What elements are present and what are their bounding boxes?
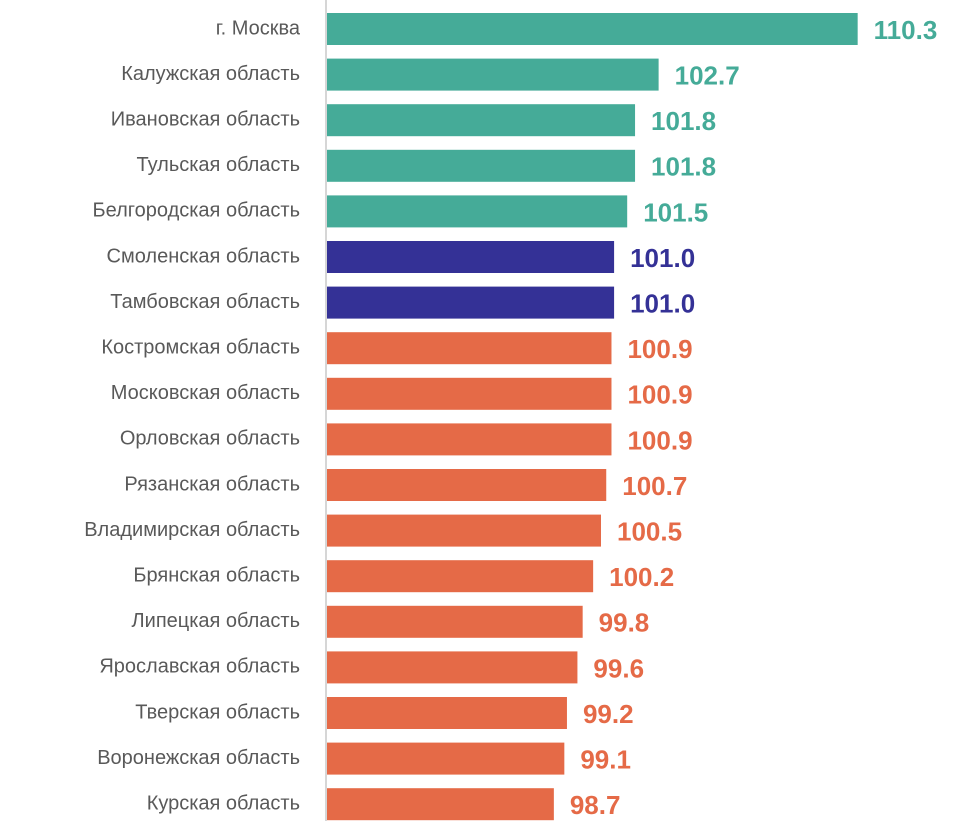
bar xyxy=(327,377,612,410)
value-label: 101.0 xyxy=(630,243,695,273)
value-label: 101.8 xyxy=(651,106,716,136)
value-label: 100.5 xyxy=(617,516,682,546)
bar xyxy=(327,104,636,137)
bar xyxy=(327,58,659,91)
bar xyxy=(327,13,858,45)
value-label: 101.0 xyxy=(630,288,695,318)
category-label: Тамбовская область xyxy=(110,291,300,313)
bar xyxy=(327,788,554,821)
category-label: Белгородская область xyxy=(93,200,300,222)
category-label: Курская область xyxy=(147,792,300,814)
bar xyxy=(327,605,583,638)
value-label: 110.3 xyxy=(874,15,938,45)
category-label: Ивановская область xyxy=(111,108,300,130)
bar xyxy=(327,332,612,365)
value-label: 99.6 xyxy=(593,653,644,683)
category-label: Владимирская область xyxy=(84,519,300,541)
category-label: Московская область xyxy=(111,382,300,404)
value-label: 101.8 xyxy=(651,152,716,182)
category-label: Тульская область xyxy=(137,154,301,176)
category-label: Рязанская область xyxy=(124,473,300,495)
bar xyxy=(327,651,578,684)
category-label: Орловская область xyxy=(120,428,300,450)
category-label: Воронежская область xyxy=(97,747,300,769)
bar xyxy=(327,149,636,182)
bar xyxy=(327,697,567,729)
category-label: Смоленская область xyxy=(107,245,300,267)
value-label: 99.2 xyxy=(583,699,634,729)
bar xyxy=(327,514,601,547)
bar xyxy=(327,560,594,593)
category-label: Калужская область xyxy=(121,63,300,85)
category-label: Брянская область xyxy=(133,564,300,586)
value-label: 100.7 xyxy=(622,471,687,501)
value-label: 102.7 xyxy=(675,60,740,90)
value-label: 100.2 xyxy=(609,562,674,592)
category-label: г. Москва xyxy=(216,17,301,39)
bar xyxy=(327,195,628,228)
value-label: 98.7 xyxy=(570,790,621,820)
value-label: 99.1 xyxy=(580,744,631,774)
category-label: Ярославская область xyxy=(99,656,300,678)
bar xyxy=(327,742,565,775)
category-label: Костромская область xyxy=(101,336,300,358)
value-label: 101.5 xyxy=(643,197,708,227)
bar xyxy=(327,469,607,501)
value-label: 99.8 xyxy=(599,608,650,638)
category-label: Тверская область xyxy=(135,701,300,723)
value-label: 100.9 xyxy=(627,334,692,364)
category-label: Липецкая область xyxy=(132,610,300,632)
bar xyxy=(327,423,612,456)
bar xyxy=(327,286,615,319)
bar xyxy=(327,241,615,273)
value-label: 100.9 xyxy=(627,425,692,455)
value-label: 100.9 xyxy=(627,380,692,410)
